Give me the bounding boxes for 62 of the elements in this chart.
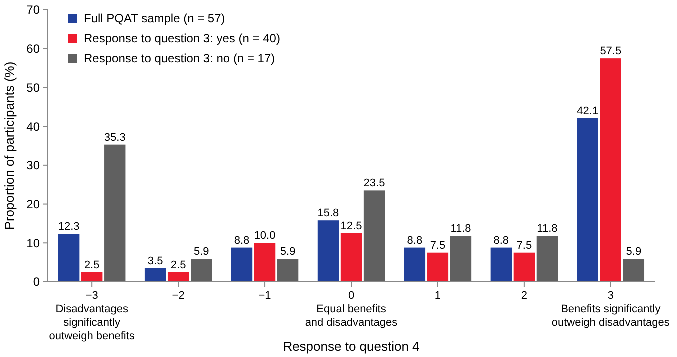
text: 8.8 bbox=[407, 234, 423, 247]
y-tick-label: 50 bbox=[26, 80, 40, 95]
x-tick-label: 3 Benefits significantly outweigh disadvantages bbox=[552, 290, 670, 329]
text: 2.5 bbox=[84, 259, 100, 272]
bar bbox=[600, 58, 622, 282]
text: 7.5 bbox=[430, 240, 446, 252]
x-axis-title: Response to question 4 bbox=[283, 339, 420, 354]
bar bbox=[58, 234, 80, 282]
x-tick-label: −3 Disadvantages significantly outweigh benefits bbox=[49, 290, 136, 342]
bar bbox=[144, 268, 166, 282]
bar bbox=[82, 272, 103, 282]
bar bbox=[536, 236, 558, 282]
x-tick-label: 2 bbox=[521, 290, 528, 302]
legend-label: Response to question 3: no (n = 17) bbox=[84, 52, 276, 66]
y-tick-label: 60 bbox=[26, 42, 40, 56]
text: 11.8 bbox=[537, 223, 558, 236]
text: 5.9 bbox=[280, 246, 296, 258]
text: 2.5 bbox=[170, 259, 186, 272]
bar bbox=[490, 248, 512, 282]
legend-label: Full PQAT sample (n = 57) bbox=[84, 12, 226, 26]
text: 8.8 bbox=[234, 234, 250, 247]
bar bbox=[450, 236, 472, 282]
text: 11.8 bbox=[450, 223, 472, 236]
y-tick-label: 30 bbox=[26, 158, 40, 173]
x-tick-label: −1 bbox=[258, 290, 272, 302]
bar bbox=[168, 272, 190, 282]
x-tick-label: −2 bbox=[172, 290, 185, 302]
bar bbox=[577, 118, 598, 282]
text: 5.9 bbox=[626, 246, 642, 258]
text: 10.0 bbox=[254, 230, 276, 242]
text: 12.5 bbox=[340, 220, 362, 232]
bar bbox=[404, 248, 426, 282]
text: 15.8 bbox=[318, 208, 340, 220]
text: 35.3 bbox=[104, 132, 126, 144]
text: 8.8 bbox=[494, 234, 510, 247]
y-tick-label: 70 bbox=[26, 3, 40, 18]
bar bbox=[104, 144, 126, 282]
text: 5.9 bbox=[194, 246, 210, 258]
text: 12.3 bbox=[58, 221, 80, 234]
text: 23.5 bbox=[364, 178, 386, 190]
text: 42.1 bbox=[577, 105, 599, 118]
bar bbox=[514, 252, 536, 282]
y-tick-label: 10 bbox=[26, 236, 40, 250]
y-axis-title: Proportion of participants (%) bbox=[2, 62, 17, 230]
bar bbox=[427, 252, 449, 282]
bar bbox=[623, 259, 645, 282]
text: 3.5 bbox=[148, 255, 164, 268]
bar bbox=[340, 233, 362, 282]
bar bbox=[190, 259, 212, 282]
text: 7.5 bbox=[516, 240, 532, 252]
bar bbox=[318, 220, 340, 282]
y-tick-label: 20 bbox=[26, 197, 40, 212]
bar bbox=[277, 259, 299, 282]
x-tick-label: 0 Equal benefits and disadvantages bbox=[305, 290, 398, 329]
bar bbox=[254, 243, 276, 282]
x-tick-label: 1 bbox=[434, 290, 442, 302]
bar bbox=[231, 248, 253, 282]
bar bbox=[364, 190, 386, 282]
y-tick-label: 40 bbox=[26, 120, 40, 134]
y-tick-label: 0 bbox=[33, 275, 40, 290]
legend-label: Response to question 3: yes (n = 40) bbox=[84, 32, 280, 46]
text: 57.5 bbox=[600, 46, 622, 58]
